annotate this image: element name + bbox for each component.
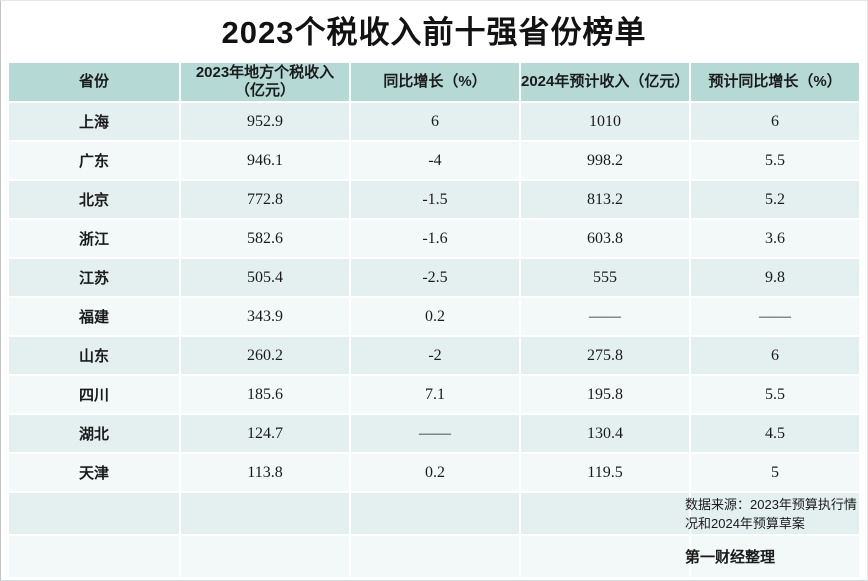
cell-province: 福建	[9, 298, 179, 335]
table-row: 山东 260.2 -2 275.8 6	[9, 337, 859, 374]
cell-income-2023: 260.2	[181, 337, 349, 374]
cell-income-2023: 952.9	[181, 103, 349, 140]
cell-forecast-2024: 1010	[521, 103, 689, 140]
cell-forecast-2024: 275.8	[521, 337, 689, 374]
table-row: 四川 185.6 7.1 195.8 5.5	[9, 376, 859, 413]
credit-cell: 第一财经整理	[685, 536, 859, 577]
empty-cell	[521, 493, 689, 534]
cell-forecast-yoy: 5.5	[691, 376, 859, 413]
table-row: 北京 772.8 -1.5 813.2 5.2	[9, 181, 859, 218]
empty-cell	[351, 493, 519, 534]
cell-income-2023: 582.6	[181, 220, 349, 257]
cell-forecast-2024: 555	[521, 259, 689, 296]
cell-forecast-2024: 130.4	[521, 415, 689, 452]
cell-yoy-growth: 0.2	[351, 298, 519, 335]
cell-forecast-yoy: 4.5	[691, 415, 859, 452]
cell-province: 浙江	[9, 220, 179, 257]
cell-province: 山东	[9, 337, 179, 374]
cell-income-2023: 185.6	[181, 376, 349, 413]
cell-province: 江苏	[9, 259, 179, 296]
column-header-forecast-2024: 2024年预计收入（亿元）	[521, 63, 689, 101]
cell-forecast-yoy: 3.6	[691, 220, 859, 257]
cell-forecast-yoy: 5.5	[691, 142, 859, 179]
cell-income-2023: 505.4	[181, 259, 349, 296]
cell-yoy-growth: 0.2	[351, 454, 519, 491]
page-title: 2023个税收入前十强省份榜单	[221, 15, 647, 50]
cell-forecast-yoy: 6	[691, 103, 859, 140]
source-note-cell: 数据来源：2023年预算执行情况和2024年预算草案	[685, 493, 859, 534]
cell-yoy-growth: -1.6	[351, 220, 519, 257]
table-body: 上海 952.9 6 1010 6 广东 946.1 -4 998.2 5.5 …	[9, 103, 859, 491]
cell-province: 广东	[9, 142, 179, 179]
cell-forecast-2024: 998.2	[521, 142, 689, 179]
publisher-credit: 第一财经整理	[685, 549, 776, 566]
empty-cell	[181, 493, 349, 534]
empty-cell	[9, 536, 179, 577]
cell-forecast-yoy: 6	[691, 337, 859, 374]
data-source-note: 数据来源：2023年预算执行情况和2024年预算草案	[685, 496, 857, 531]
cell-forecast-yoy: 5	[691, 454, 859, 491]
cell-forecast-2024: 813.2	[521, 181, 689, 218]
cell-income-2023: 113.8	[181, 454, 349, 491]
empty-cell	[521, 536, 689, 577]
cell-yoy-growth: -4	[351, 142, 519, 179]
cell-forecast-2024: 195.8	[521, 376, 689, 413]
cell-yoy-growth: 6	[351, 103, 519, 140]
column-header-province: 省份	[9, 63, 179, 101]
cell-forecast-yoy: 5.2	[691, 181, 859, 218]
cell-province: 上海	[9, 103, 179, 140]
column-header-income-2023: 2023年地方个税收入（亿元）	[181, 63, 349, 101]
cell-income-2023: 124.7	[181, 415, 349, 452]
cell-province: 四川	[9, 376, 179, 413]
column-header-yoy-growth: 同比增长（%）	[351, 63, 519, 101]
table-row: 上海 952.9 6 1010 6	[9, 103, 859, 140]
cell-yoy-growth: ——	[351, 415, 519, 452]
table-header-row: 省份 2023年地方个税收入（亿元） 同比增长（%） 2024年预计收入（亿元）…	[9, 63, 859, 101]
table-row: 湖北 124.7 —— 130.4 4.5	[9, 415, 859, 452]
cell-yoy-growth: -1.5	[351, 181, 519, 218]
empty-cell	[351, 536, 519, 577]
cell-yoy-growth: -2	[351, 337, 519, 374]
cell-province: 湖北	[9, 415, 179, 452]
cell-income-2023: 946.1	[181, 142, 349, 179]
cell-forecast-yoy: ——	[691, 298, 859, 335]
tax-ranking-table: 省份 2023年地方个税收入（亿元） 同比增长（%） 2024年预计收入（亿元）…	[9, 63, 859, 577]
cell-forecast-yoy: 9.8	[691, 259, 859, 296]
cell-province: 北京	[9, 181, 179, 218]
table-row: 江苏 505.4 -2.5 555 9.8	[9, 259, 859, 296]
table-row: 广东 946.1 -4 998.2 5.5	[9, 142, 859, 179]
table-row: 天津 113.8 0.2 119.5 5	[9, 454, 859, 491]
cell-forecast-2024: 603.8	[521, 220, 689, 257]
table-row: 浙江 582.6 -1.6 603.8 3.6	[9, 220, 859, 257]
cell-income-2023: 772.8	[181, 181, 349, 218]
cell-forecast-2024: 119.5	[521, 454, 689, 491]
column-header-forecast-yoy: 预计同比增长（%）	[691, 63, 859, 101]
table-row-source: 数据来源：2023年预算执行情况和2024年预算草案	[9, 493, 859, 534]
cell-yoy-growth: 7.1	[351, 376, 519, 413]
cell-income-2023: 343.9	[181, 298, 349, 335]
empty-cell	[9, 493, 179, 534]
table-row: 福建 343.9 0.2 —— ——	[9, 298, 859, 335]
table-row-credit: 第一财经整理	[9, 536, 859, 577]
cell-forecast-2024: ——	[521, 298, 689, 335]
cell-province: 天津	[9, 454, 179, 491]
cell-yoy-growth: -2.5	[351, 259, 519, 296]
empty-cell	[181, 536, 349, 577]
